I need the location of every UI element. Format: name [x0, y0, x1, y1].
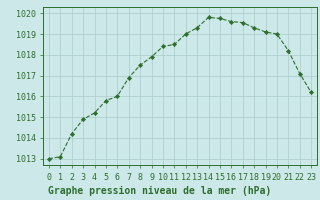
Text: Graphe pression niveau de la mer (hPa): Graphe pression niveau de la mer (hPa) — [48, 186, 272, 196]
